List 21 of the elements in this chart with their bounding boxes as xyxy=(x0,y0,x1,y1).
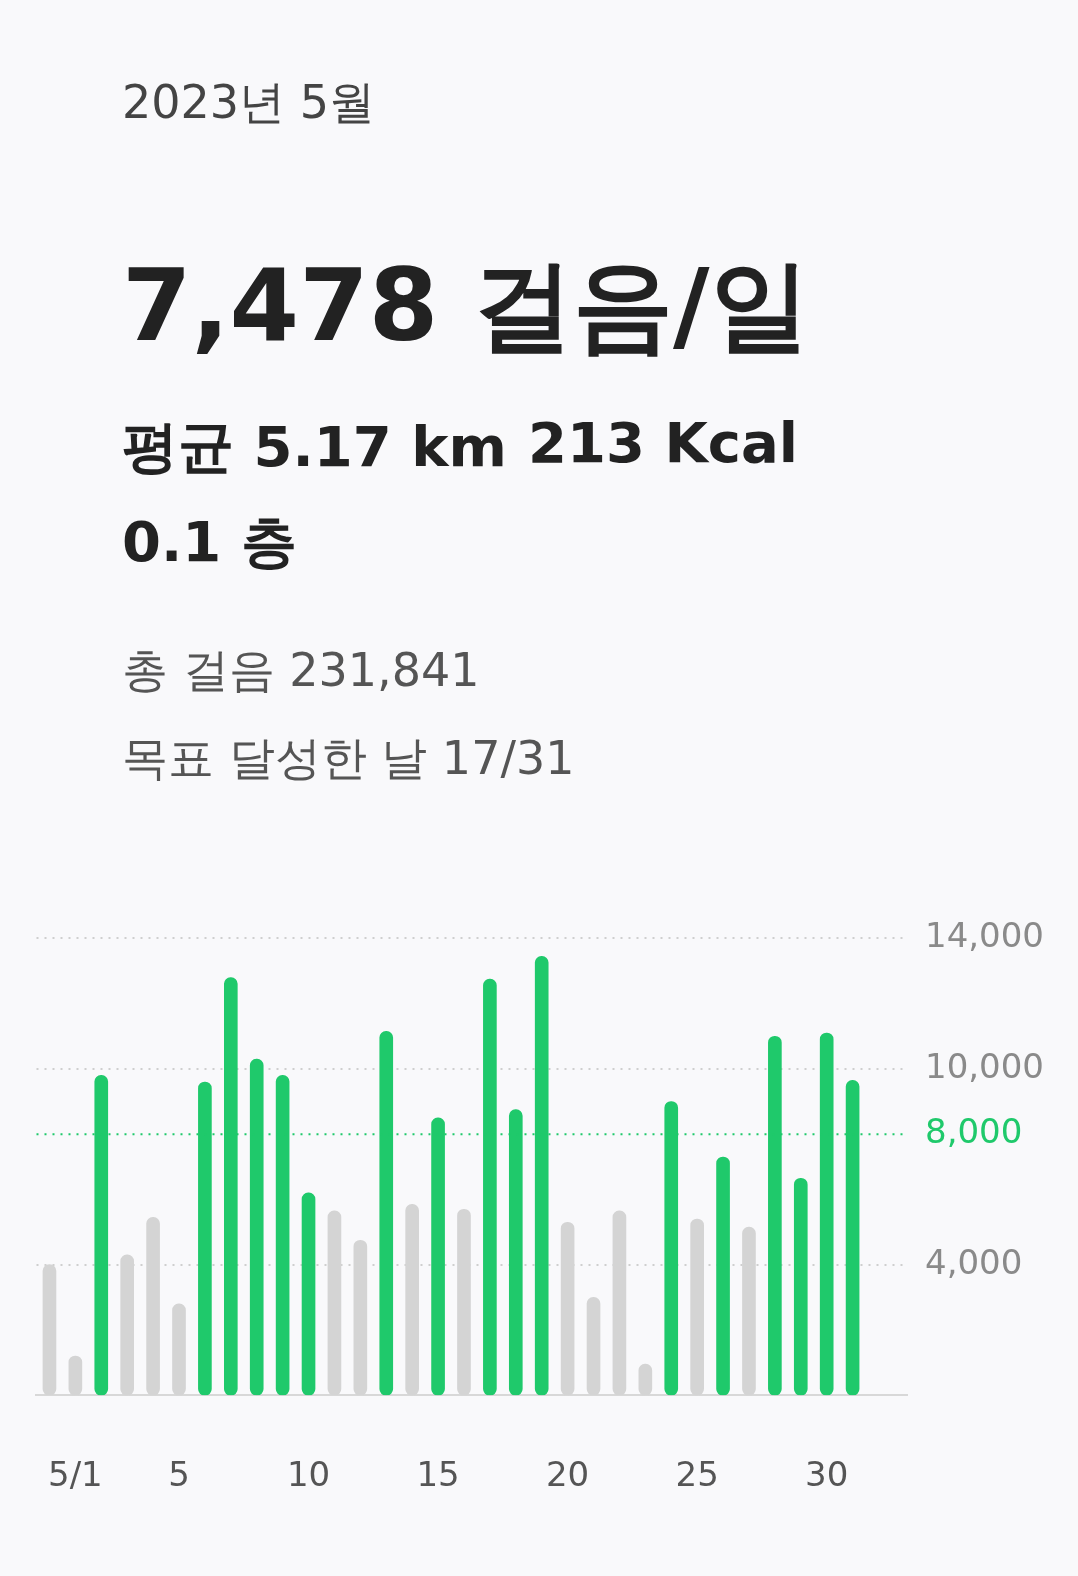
y-tick-label: 14,000 xyxy=(925,915,1044,956)
x-tick-label: 10 xyxy=(286,1454,331,1495)
x-tick-label: 20 xyxy=(545,1454,590,1495)
ref-line-label: 8,000 xyxy=(925,1111,1023,1151)
text: 0.1 층 xyxy=(122,508,297,576)
text: 7,478 걸음/일 xyxy=(122,246,810,366)
x-tick-label: 15 xyxy=(416,1454,460,1495)
y-tick-label: 4,000 xyxy=(925,1241,1023,1282)
text: 목표 달성한 날 17/31 xyxy=(122,730,575,787)
x-tick-label: 30 xyxy=(805,1454,849,1495)
x-tick-label: 25 xyxy=(675,1454,719,1495)
x-tick-label: 5 xyxy=(168,1454,190,1495)
bar xyxy=(716,1156,730,1396)
chart-title: 2023년 5월 xyxy=(122,74,375,131)
text: 평균 5.17 km xyxy=(122,413,507,481)
x-tick-label: 5/1 xyxy=(48,1454,103,1495)
y-tick-label: 10,000 xyxy=(925,1045,1044,1086)
text: 213 Kcal xyxy=(528,410,798,475)
text: 총 걸음 231,841 xyxy=(122,642,480,699)
bar xyxy=(301,1192,316,1396)
bar xyxy=(793,1177,808,1396)
